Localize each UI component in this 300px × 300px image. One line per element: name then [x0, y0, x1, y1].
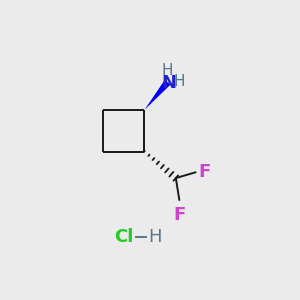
Text: H: H	[174, 74, 185, 89]
Text: H: H	[148, 228, 161, 246]
Text: Cl: Cl	[115, 228, 134, 246]
Polygon shape	[145, 80, 171, 110]
Text: F: F	[173, 206, 185, 224]
Text: F: F	[198, 163, 211, 181]
Text: H: H	[162, 63, 173, 78]
Text: N: N	[161, 74, 176, 92]
